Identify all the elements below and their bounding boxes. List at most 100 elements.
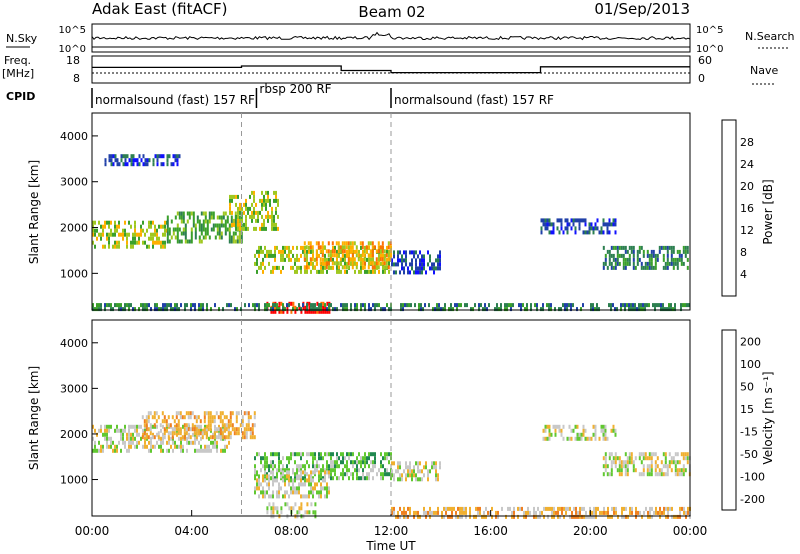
data-cell	[594, 226, 597, 231]
data-cell	[440, 307, 442, 312]
data-cell	[600, 226, 603, 231]
data-cell	[377, 265, 380, 270]
data-cell	[327, 253, 330, 258]
data-cell	[245, 411, 248, 416]
data-cell	[260, 490, 262, 495]
data-cell	[282, 456, 284, 461]
data-cell	[683, 510, 685, 515]
data-cell	[226, 303, 228, 308]
data-cell	[194, 448, 196, 453]
data-cell	[166, 158, 169, 163]
data-cell	[149, 431, 152, 436]
data-cell	[669, 506, 671, 511]
data-cell	[452, 307, 454, 312]
data-cell	[436, 307, 438, 312]
data-cell	[203, 427, 206, 432]
data-cell	[247, 415, 250, 420]
data-cell	[104, 428, 106, 433]
data-cell	[150, 220, 152, 225]
data-cell	[235, 194, 237, 199]
data-cell	[230, 303, 232, 308]
data-cell	[276, 474, 278, 479]
data-cell	[308, 474, 310, 479]
data-cell	[294, 476, 296, 481]
data-cell	[235, 214, 237, 219]
data-cell	[362, 472, 364, 477]
data-cell	[388, 269, 390, 274]
data-cell	[308, 261, 310, 266]
data-cell	[182, 448, 184, 453]
y-tick-label: 3000	[60, 176, 88, 189]
data-cell	[315, 253, 318, 258]
data-cell	[262, 261, 264, 266]
data-cell	[306, 494, 308, 499]
data-cell	[548, 424, 551, 429]
data-cell	[245, 214, 247, 219]
data-cell	[192, 223, 195, 228]
data-cell	[405, 477, 407, 482]
data-cell	[425, 510, 427, 515]
data-cell	[648, 456, 651, 461]
data-cell	[171, 431, 174, 436]
data-cell	[210, 227, 213, 232]
data-cell	[624, 472, 627, 477]
data-cell	[214, 303, 216, 308]
data-cell	[264, 265, 266, 270]
data-cell	[583, 514, 585, 519]
data-cell	[290, 265, 292, 270]
data-cell	[348, 476, 350, 481]
data-cell	[682, 456, 685, 461]
data-cell	[360, 460, 362, 465]
data-cell	[634, 468, 637, 473]
data-cell	[306, 472, 308, 477]
data-cell	[132, 432, 134, 437]
data-cell	[595, 510, 597, 515]
data-cell	[610, 245, 613, 250]
data-cell	[590, 303, 592, 308]
data-cell	[670, 468, 673, 473]
data-cell	[148, 236, 150, 241]
data-cell	[405, 250, 407, 255]
data-cell	[568, 436, 571, 441]
data-cell	[278, 464, 280, 469]
data-cell	[665, 506, 667, 511]
data-cell	[314, 486, 316, 491]
data-cell	[144, 162, 147, 167]
data-cell	[391, 461, 393, 466]
data-cell	[130, 436, 132, 441]
data-cell	[390, 307, 392, 312]
data-cell	[243, 226, 245, 231]
data-cell	[332, 476, 334, 481]
data-cell	[370, 257, 372, 262]
data-cell	[203, 411, 206, 416]
data-cell	[122, 428, 124, 433]
data-cell	[330, 468, 332, 473]
data-cell	[660, 245, 663, 250]
data-cell	[359, 241, 362, 246]
data-cell	[296, 257, 298, 262]
data-cell	[375, 249, 378, 254]
data-cell	[660, 472, 663, 477]
data-cell	[190, 227, 193, 232]
data-cell	[229, 202, 231, 207]
data-cell	[594, 436, 597, 441]
data-cell	[212, 215, 215, 220]
data-cell	[275, 190, 277, 195]
data-cell	[263, 194, 265, 199]
data-cell	[507, 506, 509, 511]
data-cell	[262, 257, 264, 262]
data-cell	[615, 506, 617, 511]
data-cell	[342, 456, 344, 461]
data-cell	[590, 436, 593, 441]
data-cell	[325, 261, 328, 266]
data-cell	[638, 303, 640, 308]
data-cell	[205, 435, 208, 440]
data-cell	[672, 307, 674, 312]
data-cell	[160, 428, 162, 433]
colorbar-tick-label: 200	[740, 335, 761, 348]
data-cell	[220, 215, 223, 220]
data-cell	[124, 232, 126, 237]
data-cell	[147, 435, 150, 440]
data-cell	[431, 510, 433, 515]
data-cell	[318, 303, 320, 308]
